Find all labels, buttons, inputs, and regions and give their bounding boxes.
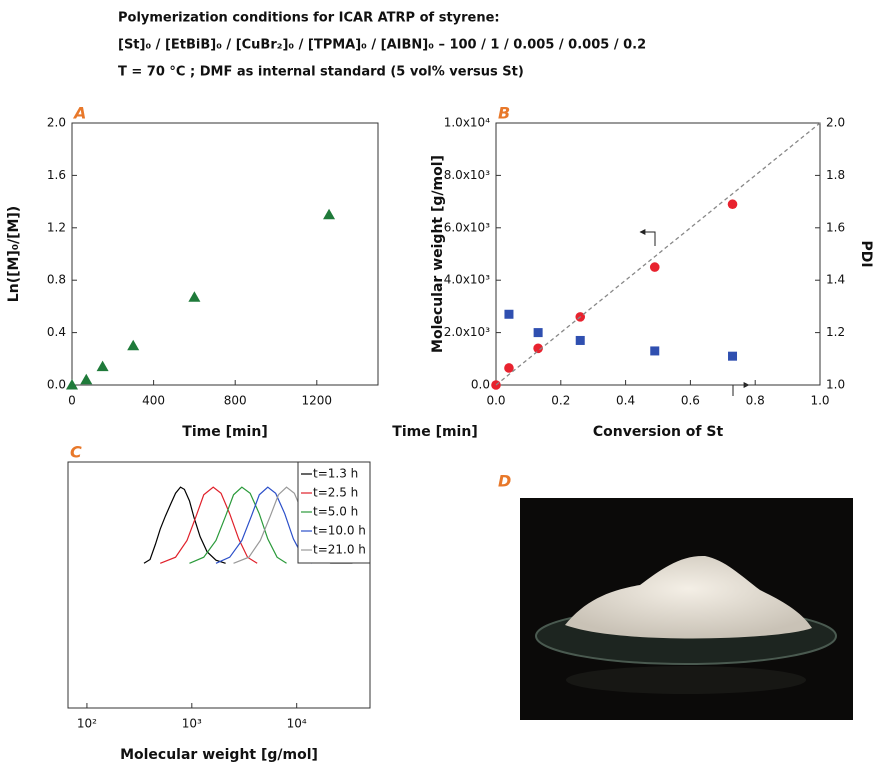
x-tick-label: 0.2 (551, 394, 570, 408)
x-axis-label: Molecular weight [g/mol] (120, 747, 318, 763)
point (727, 199, 738, 210)
x-tick-label: 0.6 (681, 394, 700, 408)
y-tick-label: 0.0 (47, 378, 66, 392)
y-tick-label: 4.0x10³ (444, 273, 490, 287)
y2-tick-label: 1.6 (826, 220, 845, 234)
series-line (495, 122, 821, 386)
photo (520, 498, 853, 720)
y-tick-label: 2.0x10³ (444, 325, 490, 339)
x-tick-label: 0.0 (486, 394, 505, 408)
x-tick-label: 10³ (182, 717, 202, 731)
point (504, 309, 514, 319)
y-axis-label: Ln([M]₀/[M]) (6, 206, 22, 302)
point (80, 373, 93, 385)
point (66, 379, 78, 390)
legend-label: t=21.0 h (313, 543, 366, 557)
y-tick-label: 1.6 (47, 168, 66, 182)
point (649, 262, 660, 272)
point (323, 208, 336, 220)
x-axis-label: Time [min] (182, 424, 267, 440)
series-line (143, 486, 226, 564)
plot-frame (71, 122, 379, 386)
x-tick-label: 0 (68, 394, 76, 408)
panel-label: B (498, 104, 510, 123)
header-line: [St]₀ / [EtBiB]₀ / [CuBr₂]₀ / [TPMA]₀ / … (118, 38, 646, 53)
y-tick-label: 6.0x10³ (444, 220, 490, 234)
point (127, 339, 140, 351)
y-tick-label: 1.0x10⁴ (444, 116, 490, 130)
y-tick-label: 1.2 (47, 220, 66, 234)
series-line (189, 486, 287, 564)
point (533, 343, 543, 354)
point (504, 363, 514, 373)
series-line (215, 486, 313, 564)
point (728, 351, 738, 361)
y2-tick-label: 1.4 (826, 273, 845, 287)
arrow-left-axis (639, 229, 656, 246)
x-tick-label: 10² (77, 717, 97, 731)
y-tick-label: 0.4 (47, 325, 66, 339)
y-tick-label: 2.0 (47, 116, 66, 130)
header-line: T = 70 °C ; DMF as internal standard (5 … (118, 65, 524, 80)
panel-label: A (72, 104, 86, 123)
legend-label: t=10.0 h (313, 524, 366, 538)
x-tick-label: 400 (142, 394, 165, 408)
y2-tick-label: 2.0 (826, 116, 845, 130)
x-tick-label: 10⁴ (287, 717, 307, 731)
legend-label: t=5.0 h (313, 505, 358, 519)
x-axis-label: Conversion of St (593, 424, 724, 440)
panel-label: D (498, 472, 511, 491)
legend-label: t=2.5 h (313, 486, 358, 500)
x-tick-label: 1200 (302, 394, 333, 408)
point (650, 346, 660, 356)
y2-tick-label: 1.0 (826, 378, 845, 392)
point (188, 291, 201, 302)
y2-tick-label: 1.2 (826, 325, 845, 339)
point (575, 335, 585, 345)
plot-frame (67, 461, 371, 709)
x-tick-label: 1.0 (810, 394, 829, 408)
legend-label: t=1.3 h (313, 467, 358, 481)
stray-axis-label: Time [min] (392, 424, 477, 440)
plot-frame (495, 122, 821, 386)
y-axis-label: Molecular weight [g/mol] (430, 155, 446, 353)
point (96, 360, 109, 372)
x-tick-label: 0.8 (746, 394, 765, 408)
panel-label: C (70, 443, 82, 462)
x-tick-label: 0.4 (616, 394, 635, 408)
y-tick-label: 0.0 (471, 378, 490, 392)
y2-axis-label: PDI (858, 240, 874, 267)
y-tick-label: 8.0x10³ (444, 168, 490, 182)
series-line (160, 486, 258, 564)
y-tick-label: 0.8 (47, 273, 66, 287)
y2-tick-label: 1.8 (826, 168, 845, 182)
header-line: Polymerization conditions for ICAR ATRP … (118, 11, 500, 26)
x-tick-label: 800 (224, 394, 247, 408)
point (533, 328, 543, 338)
